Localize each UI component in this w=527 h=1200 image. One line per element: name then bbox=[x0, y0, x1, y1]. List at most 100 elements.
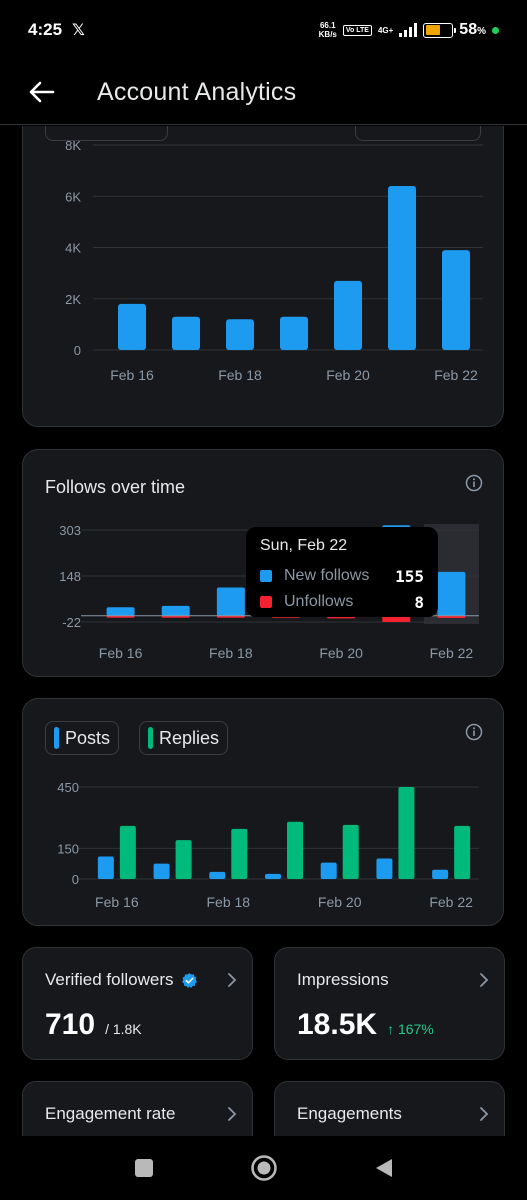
bar-unfollows bbox=[216, 615, 245, 618]
engagement-rate-card[interactable]: Engagement rate bbox=[22, 1081, 253, 1136]
bar-posts bbox=[432, 869, 449, 879]
follows-title: Follows over time bbox=[45, 477, 186, 497]
bar-replies bbox=[175, 840, 192, 879]
chevron-right-icon bbox=[480, 973, 489, 987]
y-tick-label: 0 bbox=[74, 343, 81, 358]
y-tick-label: -22 bbox=[62, 615, 81, 630]
unfollows-swatch bbox=[260, 596, 272, 608]
signal-icon bbox=[399, 23, 418, 37]
legend-replies[interactable]: Replies bbox=[139, 721, 229, 755]
tooltip-row-new: New follows 155 bbox=[260, 563, 424, 589]
bar-unfollows bbox=[382, 615, 411, 622]
bar-replies bbox=[342, 824, 359, 879]
chevron-right-icon bbox=[228, 1107, 237, 1121]
bar-posts bbox=[320, 862, 337, 879]
back-button[interactable] bbox=[22, 72, 62, 112]
home-icon[interactable] bbox=[250, 1154, 278, 1182]
verified-followers-label: Verified followers bbox=[45, 970, 174, 989]
engagement-rate-label: Engagement rate bbox=[45, 1104, 176, 1123]
x-tick-label: Feb 22 bbox=[430, 645, 474, 661]
status-bar: 4:25 𝕏 66.1 KB/s Vo LTE 4G+ 58% bbox=[0, 0, 527, 60]
bar bbox=[118, 303, 146, 350]
bar-replies bbox=[398, 787, 415, 879]
y-tick-label: 6K bbox=[65, 189, 81, 204]
tooltip-unf-value: 8 bbox=[414, 592, 424, 612]
chevron-right-icon bbox=[480, 1107, 489, 1121]
verified-followers-total: / 1.8K bbox=[105, 1021, 142, 1037]
engagements-label-row: Engagements bbox=[297, 1104, 402, 1124]
legend-replies-label: Replies bbox=[159, 727, 220, 748]
back-nav-icon[interactable] bbox=[373, 1157, 395, 1179]
x-tick-label: Feb 16 bbox=[110, 367, 154, 383]
bar bbox=[442, 250, 470, 350]
impressions-card[interactable]: Impressions 18.5K ↑ 167% bbox=[274, 947, 505, 1060]
posts-replies-card: Posts Replies 450 150 0 Feb 16 Feb 18 Feb 20 F… bbox=[22, 698, 504, 926]
bar-replies bbox=[119, 825, 136, 879]
date-range-dropdown[interactable] bbox=[45, 126, 168, 141]
legend-posts-label: Posts bbox=[65, 727, 111, 748]
y-tick-label: 303 bbox=[59, 523, 81, 538]
tooltip-date: Sun, Feb 22 bbox=[260, 537, 348, 554]
bar-unfollows bbox=[161, 615, 190, 618]
bar-posts bbox=[265, 873, 281, 879]
battery-fill bbox=[425, 25, 441, 35]
status-time: 4:25 bbox=[28, 20, 63, 39]
analytics-content[interactable]: 8K 6K 4K 2K 0 Feb 16 Feb 18 Feb 20 Feb 22 Follow… bbox=[0, 126, 527, 1136]
verified-followers-card[interactable]: Verified followers 710 / 1.8K bbox=[22, 947, 253, 1060]
y-tick-label: 0 bbox=[72, 872, 79, 887]
x-tick-label: Feb 16 bbox=[99, 645, 143, 661]
posts-swatch bbox=[54, 727, 59, 749]
battery-percent-value: 58 bbox=[459, 21, 478, 38]
network-type: 4G+ bbox=[377, 25, 394, 35]
x-tick-label: Feb 18 bbox=[209, 645, 253, 661]
tooltip-new-value: 155 bbox=[395, 566, 424, 586]
x-tick-label: Feb 20 bbox=[326, 367, 370, 383]
x-tick-label: Feb 22 bbox=[434, 367, 478, 383]
metric-dropdown[interactable] bbox=[355, 126, 481, 141]
bar-new-follows bbox=[106, 607, 135, 616]
engagements-label: Engagements bbox=[297, 1104, 402, 1123]
battery-percent: 58% bbox=[459, 21, 486, 39]
privacy-dot-icon bbox=[492, 26, 499, 34]
tooltip-row-unfollows: Unfollows 8 bbox=[260, 589, 424, 615]
impressions-chart-card: 8K 6K 4K 2K 0 Feb 16 Feb 18 Feb 20 Feb 22 bbox=[22, 126, 504, 427]
bar-posts bbox=[376, 858, 393, 879]
bar-posts bbox=[97, 856, 114, 879]
bar bbox=[226, 319, 254, 350]
verified-followers-value-row: 710 / 1.8K bbox=[45, 1008, 142, 1042]
impressions-value: 18.5K bbox=[297, 1008, 378, 1041]
y-tick-label: 450 bbox=[57, 780, 79, 795]
bar-new-follows bbox=[437, 571, 466, 616]
recent-apps-icon[interactable] bbox=[133, 1157, 155, 1179]
x-tick-label: Feb 20 bbox=[318, 894, 362, 910]
tooltip-unf-label: Unfollows bbox=[284, 593, 354, 610]
chart-tooltip: Sun, Feb 22 New follows 155 Unfollows 8 bbox=[246, 527, 438, 617]
posts-replies-chart: 450 150 0 Feb 16 Feb 18 Feb 20 Feb 22 bbox=[57, 780, 479, 910]
legend-posts[interactable]: Posts bbox=[45, 721, 120, 755]
new-follows-swatch bbox=[260, 570, 272, 582]
bar-unfollows bbox=[106, 615, 135, 618]
x-tick-label: Feb 18 bbox=[206, 894, 250, 910]
impressions-change: ↑ 167% bbox=[387, 1021, 434, 1037]
info-icon[interactable] bbox=[465, 474, 483, 492]
x-tick-label: Feb 18 bbox=[218, 367, 262, 383]
bar-new-follows bbox=[161, 605, 190, 616]
y-tick-label: 150 bbox=[57, 841, 79, 856]
engagements-card[interactable]: Engagements bbox=[274, 1081, 505, 1136]
bar-posts bbox=[209, 871, 226, 879]
y-tick-label: 4K bbox=[65, 241, 81, 256]
impressions-value-row: 18.5K ↑ 167% bbox=[297, 1008, 434, 1042]
y-tick-label: 8K bbox=[65, 138, 81, 153]
system-nav-bar bbox=[0, 1136, 527, 1200]
info-icon[interactable] bbox=[465, 723, 483, 741]
replies-swatch bbox=[148, 727, 153, 749]
bar-new-follows bbox=[216, 587, 245, 616]
impressions-label-row: Impressions bbox=[297, 970, 389, 990]
net-speed-unit: KB/s bbox=[318, 30, 337, 39]
x-tick-label: Feb 20 bbox=[319, 645, 363, 661]
tooltip-new-label: New follows bbox=[284, 567, 370, 584]
net-speed: 66.1 KB/s bbox=[319, 21, 337, 39]
y-tick-label: 2K bbox=[65, 292, 81, 307]
battery-percent-suffix: % bbox=[477, 26, 486, 37]
back-arrow-icon bbox=[29, 81, 55, 103]
